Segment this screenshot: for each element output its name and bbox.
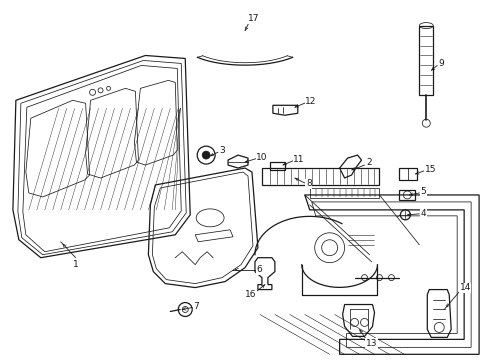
Text: 11: 11 (292, 154, 304, 163)
Text: 3: 3 (219, 145, 224, 154)
Text: 8: 8 (305, 180, 311, 189)
Circle shape (202, 151, 210, 159)
Text: 14: 14 (459, 283, 470, 292)
Text: 1: 1 (73, 260, 79, 269)
Text: 16: 16 (244, 290, 256, 299)
Text: 12: 12 (305, 97, 316, 106)
Text: 6: 6 (256, 265, 261, 274)
Text: 10: 10 (256, 153, 267, 162)
Text: 4: 4 (420, 210, 425, 219)
Text: 5: 5 (420, 188, 426, 197)
Text: 9: 9 (437, 59, 443, 68)
Text: 17: 17 (248, 14, 259, 23)
Text: 2: 2 (366, 158, 371, 167)
Text: 15: 15 (424, 165, 435, 174)
Text: 13: 13 (365, 339, 376, 348)
Text: 7: 7 (193, 302, 199, 311)
